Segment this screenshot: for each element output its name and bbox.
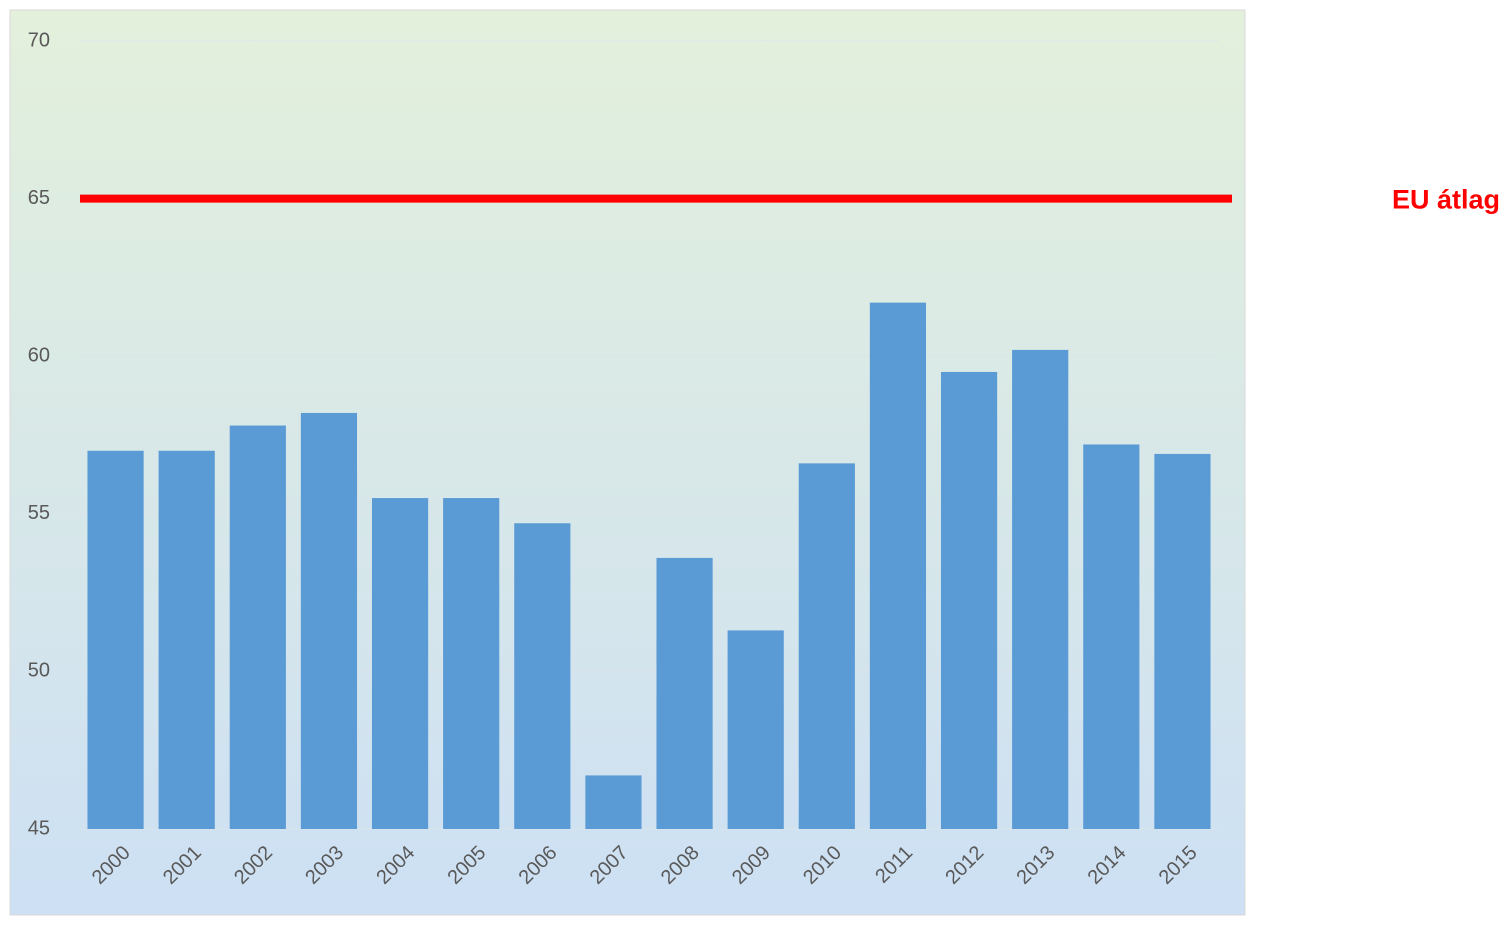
bar	[158, 450, 215, 829]
bar	[798, 463, 855, 829]
y-tick-label: 50	[28, 660, 50, 682]
bar	[87, 450, 144, 829]
bar	[443, 498, 500, 829]
bar	[1083, 444, 1140, 829]
y-tick-label: 60	[28, 344, 50, 366]
reference-label: EU átlag	[1392, 185, 1500, 215]
bar	[229, 425, 286, 829]
y-tick-label: 45	[28, 817, 50, 839]
bar	[727, 630, 784, 829]
y-tick-label: 55	[28, 502, 50, 524]
bar	[869, 302, 927, 830]
bar	[514, 523, 571, 829]
y-tick-label: 65	[28, 187, 50, 209]
bar	[940, 371, 998, 829]
bar	[300, 412, 358, 829]
y-tick-label: 70	[28, 29, 50, 51]
bar	[1154, 453, 1211, 829]
bar	[1012, 349, 1069, 829]
bar	[371, 498, 429, 829]
bar	[656, 557, 713, 829]
bar	[585, 775, 642, 829]
